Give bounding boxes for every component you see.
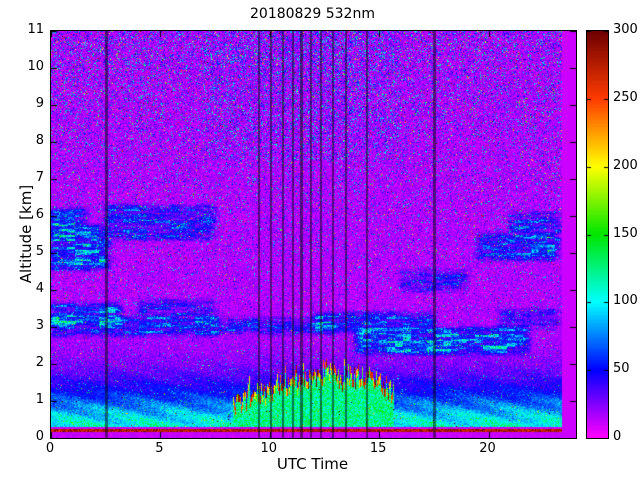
colorbar-tick-label: 250 — [613, 89, 638, 105]
y-tick-label: 9 — [35, 96, 44, 111]
y-tick-label: 8 — [35, 133, 44, 148]
x-axis-label: UTC Time — [276, 455, 349, 473]
x-tick-label: 0 — [45, 441, 55, 456]
colorbar-tick-label: 200 — [613, 157, 638, 173]
heatmap-plot — [50, 30, 577, 439]
y-tick-label: 1 — [35, 392, 44, 407]
colorbar-tick-label: 100 — [613, 293, 638, 309]
y-tick-label: 7 — [35, 170, 44, 185]
colorbar-tick-label: 0 — [613, 429, 622, 444]
y-tick-label: 0 — [35, 429, 44, 444]
y-tick-label: 6 — [35, 207, 44, 222]
y-tick-label: 4 — [35, 281, 44, 296]
y-tick-label: 5 — [35, 244, 44, 259]
y-tick-label: 2 — [35, 355, 44, 370]
colorbar-tick-label: 300 — [613, 22, 638, 37]
colorbar-tick-label: 150 — [613, 225, 638, 241]
colorbar — [586, 30, 609, 439]
chart-title: 20180829 532nm — [250, 6, 375, 22]
x-tick-label: 5 — [155, 441, 164, 456]
y-tick-label: 10 — [27, 59, 44, 74]
y-tick-label: 11 — [27, 22, 44, 37]
x-tick-label: 15 — [369, 441, 387, 456]
x-tick-label: 20 — [479, 441, 496, 456]
colorbar-tick-label: 50 — [613, 361, 630, 377]
y-axis-label: Altitude [km] — [17, 184, 35, 284]
y-tick-label: 3 — [35, 318, 44, 333]
x-tick-label: 10 — [260, 441, 278, 456]
